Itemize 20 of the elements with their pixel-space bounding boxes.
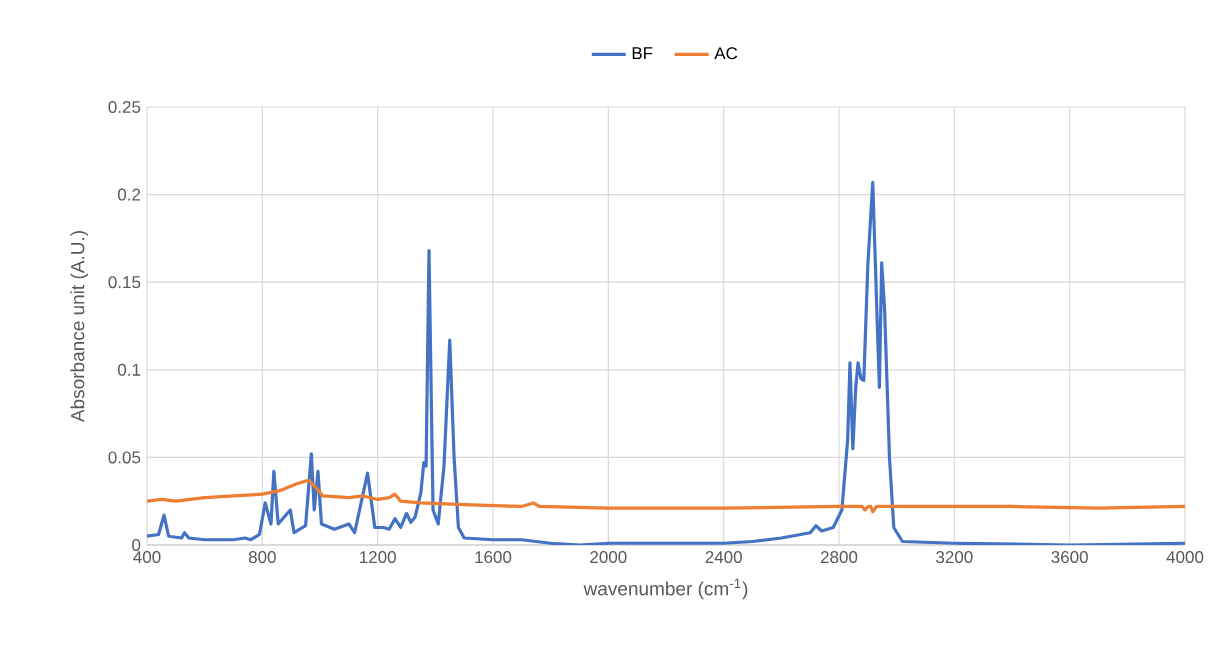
x-tick-label: 3200	[936, 551, 973, 564]
y-tick-label: 0.15	[108, 276, 141, 289]
x-tick-label: 2800	[820, 551, 858, 564]
y-axis-title: Absorbance unit (A.U.)	[70, 231, 89, 423]
x-tick-label: 800	[248, 551, 276, 564]
y-tick-label: 0.1	[117, 363, 141, 376]
y-tick-label: 0	[132, 538, 141, 552]
x-tick-label: 3600	[1051, 551, 1088, 564]
x-tick-label: 400	[133, 551, 161, 564]
x-axis-title: wavenumber (cm$^{-1}$)	[583, 578, 748, 600]
x-tick-label: 4000	[1166, 551, 1204, 564]
x-tick-label: 1600	[475, 551, 512, 564]
y-tick-label: 0.25	[108, 100, 141, 114]
x-tick-label: 2400	[705, 551, 742, 564]
x-tick-label: 1200	[360, 551, 396, 564]
x-tick-label: 2000	[590, 551, 627, 564]
legend-label: AC	[714, 47, 738, 60]
y-tick-label: 0.05	[108, 451, 141, 464]
legend-label: BF	[632, 47, 653, 60]
y-tick-label: 0.2	[117, 188, 141, 201]
